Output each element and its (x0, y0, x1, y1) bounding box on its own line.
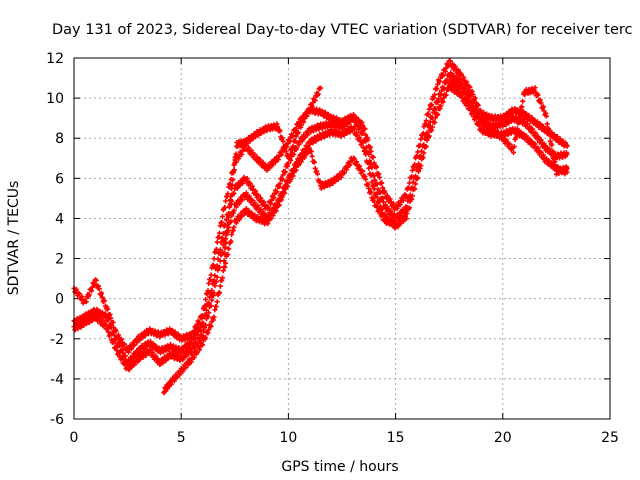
y-tick-label: 10 (46, 91, 64, 107)
data-points (71, 58, 570, 396)
data-series-satellite-track-6 (446, 77, 570, 177)
data-series-satellite-track-3 (71, 58, 570, 355)
y-tick-label: 4 (55, 211, 64, 227)
y-tick-label: 12 (46, 51, 64, 67)
x-tick-label: 25 (601, 430, 619, 446)
chart-title: Day 131 of 2023, Sidereal Day-to-day VTE… (52, 22, 633, 38)
x-tick-label: 10 (279, 430, 297, 446)
x-tick-label: 15 (387, 430, 405, 446)
x-tick-label: 5 (177, 430, 186, 446)
grid-lines (73, 57, 611, 420)
y-tick-label: 6 (55, 171, 64, 187)
x-tick-labels: 0 5 10 15 20 25 (70, 430, 619, 446)
y-tick-label: 0 (55, 292, 64, 308)
x-tick-label: 0 (70, 430, 79, 446)
y-axis-label: SDTVAR / TECUs (6, 181, 22, 296)
x-tick-label: 20 (494, 430, 512, 446)
y-tick-label: -2 (50, 332, 64, 348)
y-tick-label: 8 (55, 131, 64, 147)
y-tick-label: -6 (50, 412, 64, 428)
plot-frame (73, 57, 611, 420)
y-tick-label: 2 (55, 252, 64, 268)
y-tick-label: -4 (50, 372, 64, 388)
data-series-satellite-track-5 (221, 85, 324, 264)
data-series-satellite-track-4 (161, 145, 399, 396)
y-tick-labels: -6 -4 -2 0 2 4 6 8 10 12 (46, 51, 64, 428)
x-axis-label: GPS time / hours (281, 459, 398, 475)
